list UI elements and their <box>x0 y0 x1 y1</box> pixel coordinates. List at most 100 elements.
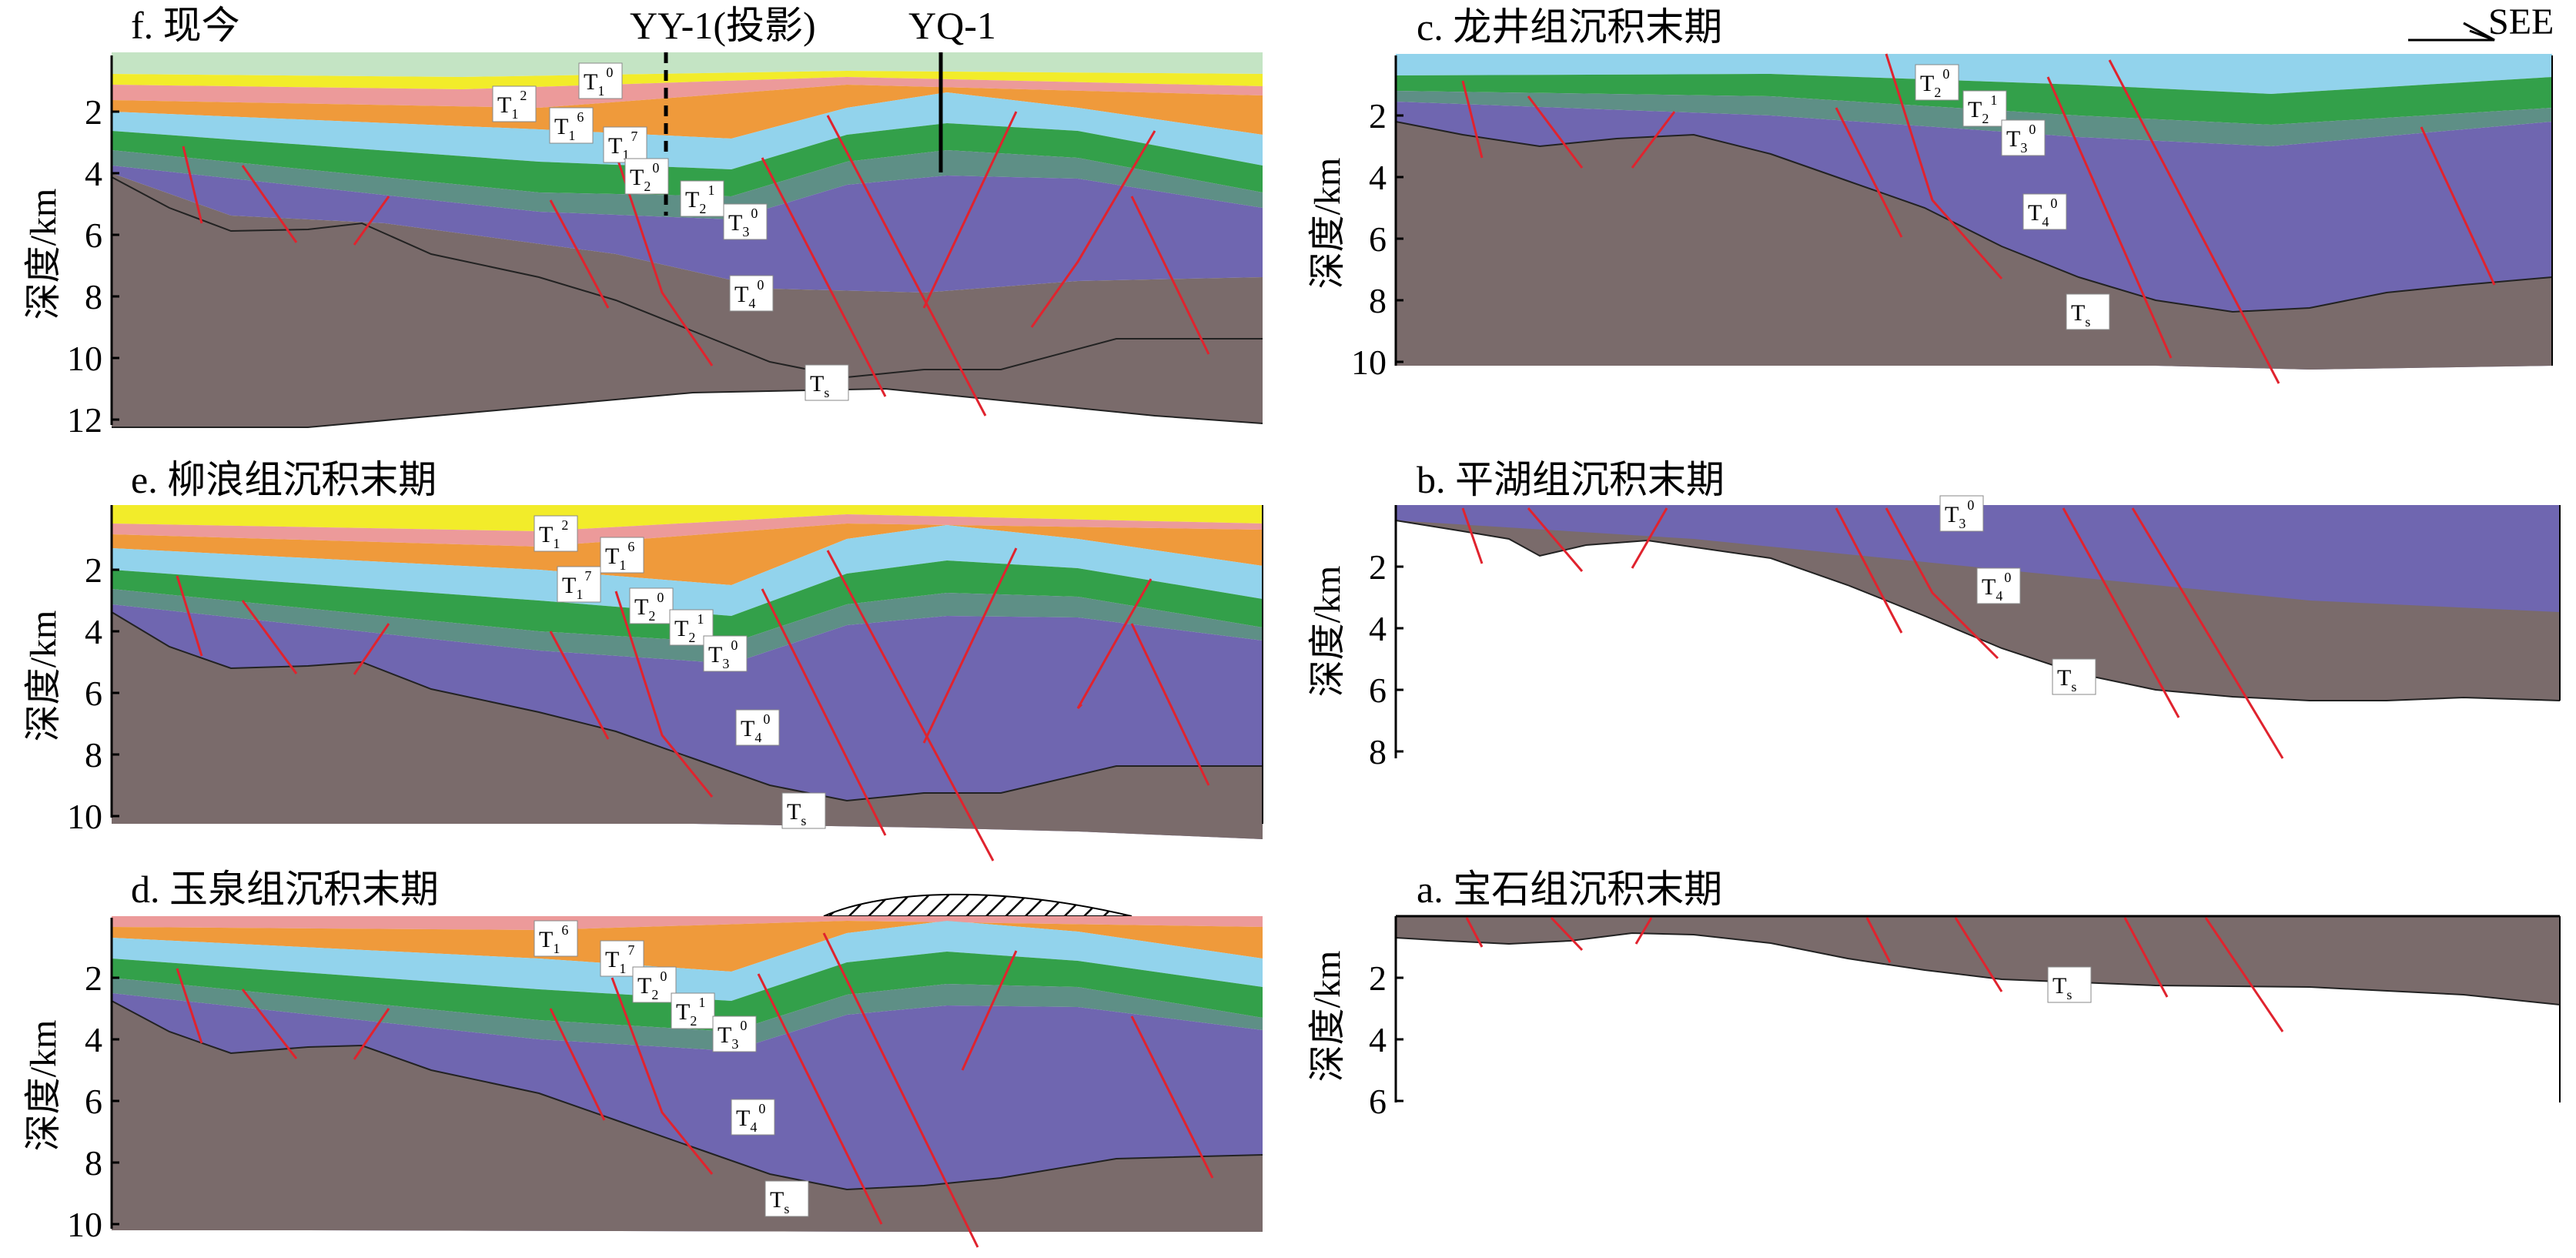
tick-label: 4 <box>85 154 102 193</box>
direction-label: SEE <box>2488 2 2554 42</box>
fault-line <box>176 575 203 657</box>
layer-labels-c: T20 T21 T30 T40 Ts <box>1915 64 2110 330</box>
tick-label: 4 <box>85 1020 102 1059</box>
panel-b: 2 4 6 8 b. 平湖组沉积末期 深度/km T30 T40 Ts <box>1307 458 2561 771</box>
fault-line <box>2204 917 2284 1032</box>
fault-line <box>611 977 714 1175</box>
svg-text:T17: T17 <box>608 129 637 162</box>
eroded-hatch-area <box>823 893 1132 917</box>
layer-label: T12 <box>492 85 537 122</box>
strata-e <box>111 505 1263 839</box>
section-bottom <box>112 387 1263 428</box>
fault-line <box>614 153 714 366</box>
tick-label: 4 <box>1369 1020 1387 1059</box>
fault-line <box>1130 196 1210 355</box>
panel-a: 2 4 6 a. 宝石组沉积末期 深度/km Ts <box>1307 868 2561 1121</box>
strata-b <box>1395 505 2561 758</box>
layer-t3 <box>112 589 1263 664</box>
layer-label: T16 <box>534 920 578 957</box>
y-axis-label-b: 深度/km <box>1307 566 1348 698</box>
svg-text:T30: T30 <box>728 206 758 239</box>
svg-text:T21: T21 <box>674 611 704 645</box>
fault-line <box>2123 917 2169 998</box>
fault-line <box>757 973 883 1225</box>
svg-text:T40: T40 <box>2028 196 2057 229</box>
tick-label: 8 <box>85 1143 102 1183</box>
faults-b <box>1461 507 2284 759</box>
svg-text:T17: T17 <box>605 942 634 976</box>
fault-line <box>353 196 390 246</box>
panel-c: 2 4 6 8 10 c. 龙井组沉积末期 深度/km SEE T20 T21 T30 T40… <box>1307 2 2554 384</box>
fault-line <box>761 157 887 397</box>
svg-text:Ts: Ts <box>2052 973 2072 1002</box>
tick-label: 2 <box>85 959 102 998</box>
layer-label: T21 <box>680 180 724 217</box>
svg-text:Ts: Ts <box>810 371 829 400</box>
y-axis-label-f: 深度/km <box>23 189 64 320</box>
svg-text:T17: T17 <box>562 568 591 602</box>
tick-label: 2 <box>85 550 102 590</box>
svg-text:T40: T40 <box>741 711 770 745</box>
tick-label: 2 <box>1369 547 1387 587</box>
layer-labels-a: Ts <box>2047 966 2092 1003</box>
svg-text:T20: T20 <box>630 160 659 194</box>
svg-text:T16: T16 <box>554 109 584 143</box>
layer-label: T16 <box>549 107 594 144</box>
fault-line <box>176 968 203 1044</box>
svg-text:Ts: Ts <box>2071 300 2090 330</box>
layer-ts <box>112 612 1263 839</box>
layer-t1-pink <box>112 514 1263 547</box>
fault-line <box>614 591 714 798</box>
fault-line <box>1030 130 1156 328</box>
fault-line <box>1527 507 1584 572</box>
layer-label: T21 <box>1962 90 2007 127</box>
tick-label: 6 <box>85 216 102 255</box>
fault-line <box>1885 53 2003 279</box>
fault-line <box>1130 623 1210 786</box>
layer-label: T20 <box>629 587 674 624</box>
layer-label: Ts <box>2052 658 2096 695</box>
layer-label: T20 <box>624 158 669 195</box>
fault-line <box>2131 507 2284 759</box>
layer-label: T40 <box>729 275 774 312</box>
tick-label: 10 <box>67 1205 102 1244</box>
tick-label: 2 <box>85 92 102 132</box>
fault-line <box>1885 507 1999 660</box>
faults-a <box>1465 916 2284 1032</box>
svg-text:T30: T30 <box>2006 122 2036 156</box>
fault-line <box>549 631 610 740</box>
tick-label: 2 <box>1369 96 1387 136</box>
fault-line <box>549 199 610 309</box>
layer-label: T30 <box>1939 495 1984 532</box>
layer-label: Ts <box>781 792 826 829</box>
layer-t3 <box>112 978 1263 1051</box>
panel-title-b: b. 平湖组沉积末期 <box>1417 458 1725 501</box>
fault-line <box>2062 507 2180 718</box>
tick-label: 12 <box>67 400 102 440</box>
fault-line <box>1461 80 1484 159</box>
tick-label: 10 <box>67 797 102 836</box>
layer-label: T40 <box>1976 567 2021 604</box>
panel-title-c: c. 龙井组沉积末期 <box>1417 5 1722 49</box>
fault-line <box>353 1008 390 1060</box>
layer-ts-body <box>1396 520 2560 701</box>
well-label-yy1: YY-1(投影) <box>630 4 816 47</box>
fault-line <box>1631 507 1668 569</box>
tick-label: 6 <box>85 674 102 713</box>
tick-label: 10 <box>67 339 102 378</box>
fault-line <box>761 588 887 836</box>
fault-line <box>2420 126 2496 286</box>
svg-text:T20: T20 <box>634 590 664 624</box>
panel-title-f: f. 现今 <box>131 4 240 47</box>
fault-line <box>961 950 1018 1071</box>
tick-label: 6 <box>1369 219 1387 259</box>
fault-line <box>549 1008 606 1121</box>
layer-label: Ts <box>805 364 849 401</box>
tick-label: 4 <box>85 612 102 651</box>
layer-t1-sky <box>112 92 1263 169</box>
fault-line <box>2046 76 2173 359</box>
panel-title-d: d. 玉泉组沉积末期 <box>131 868 439 911</box>
